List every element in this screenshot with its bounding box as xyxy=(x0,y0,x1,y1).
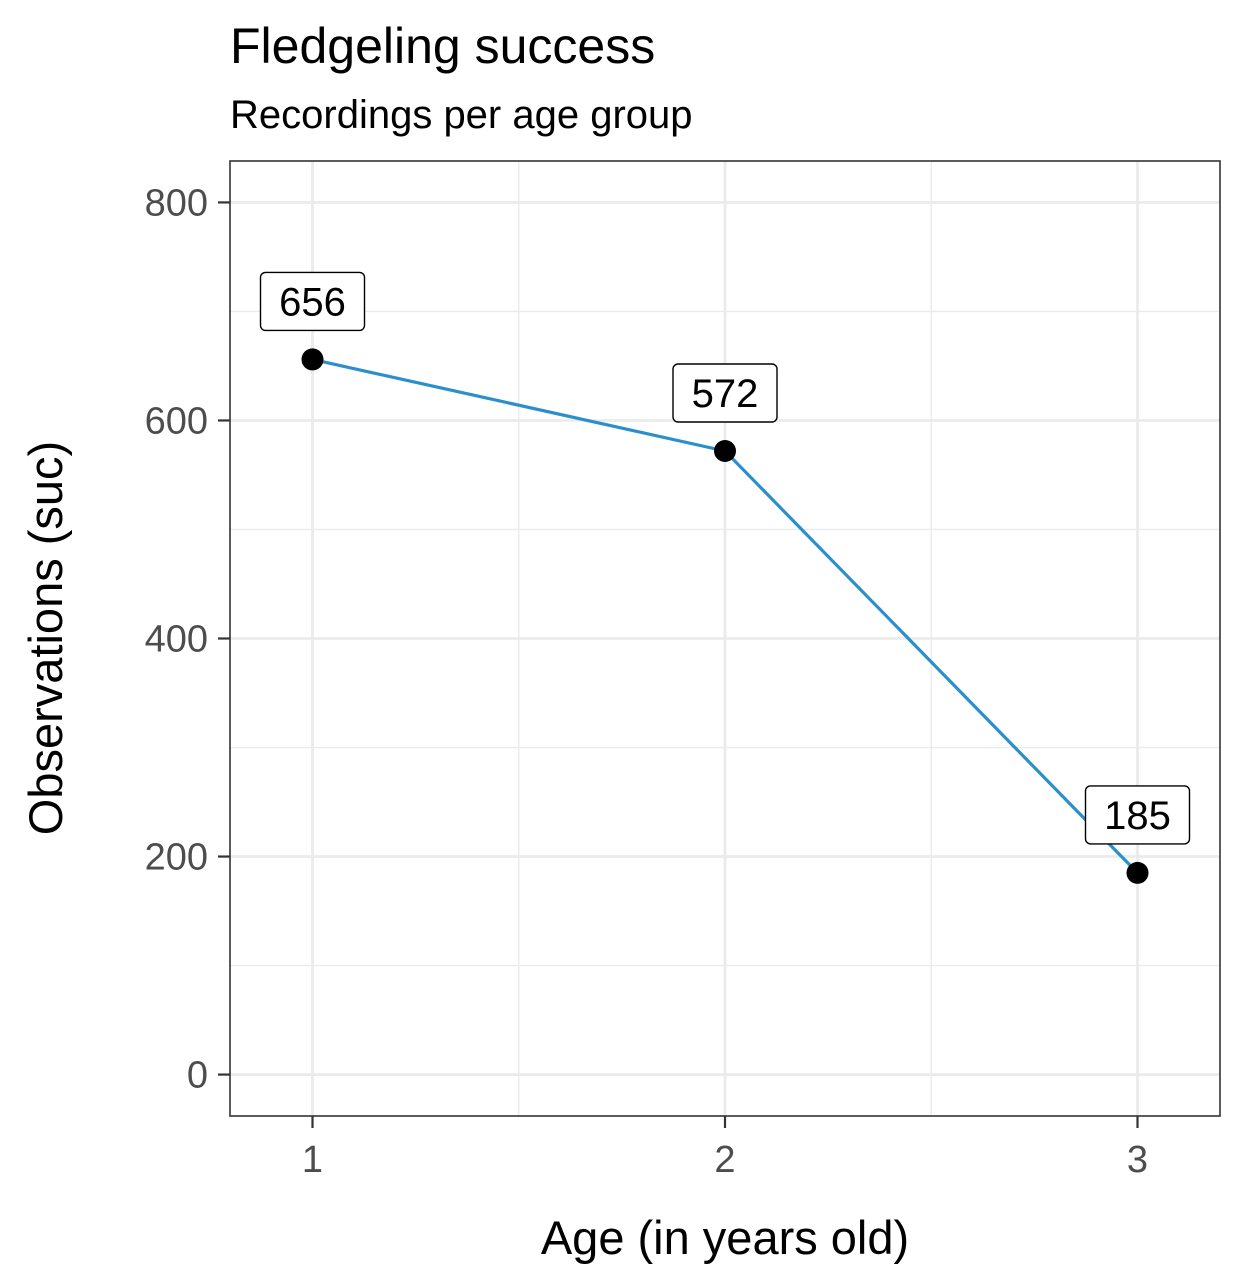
x-tick-label: 3 xyxy=(1127,1139,1148,1181)
data-points xyxy=(301,348,1149,884)
data-label-box xyxy=(1084,785,1191,845)
x-tick-label: 2 xyxy=(714,1139,735,1181)
grid-lines xyxy=(230,161,1220,1116)
x-tick-label: 1 xyxy=(302,1139,323,1181)
data-label: 656 xyxy=(259,271,366,332)
data-label-box xyxy=(259,271,366,332)
data-label: 572 xyxy=(672,363,778,423)
data-label: 185 xyxy=(1084,785,1191,845)
data-label-text: 185 xyxy=(1104,794,1171,838)
chart-title: Fledgeling success xyxy=(230,18,655,74)
y-axis-title: Observations (suc) xyxy=(19,441,72,835)
data-labels: 656 572 185 xyxy=(259,271,1191,845)
y-tick-label: 400 xyxy=(145,619,208,661)
x-axis-title: Age (in years old) xyxy=(541,1211,909,1264)
y-tick-label: 0 xyxy=(187,1055,208,1097)
axes: 0 200 400 600 800 1 2 3 xyxy=(145,182,1148,1181)
data-label-text: 572 xyxy=(692,372,759,416)
data-label-box xyxy=(672,363,778,423)
data-label-text: 656 xyxy=(279,280,346,324)
chart-subtitle: Recordings per age group xyxy=(230,93,693,137)
y-tick-label: 600 xyxy=(145,400,208,442)
data-point xyxy=(301,348,324,371)
y-tick-label: 800 xyxy=(145,182,208,224)
data-point xyxy=(1126,861,1149,884)
y-tick-label: 200 xyxy=(145,837,208,879)
data-point xyxy=(714,439,736,462)
